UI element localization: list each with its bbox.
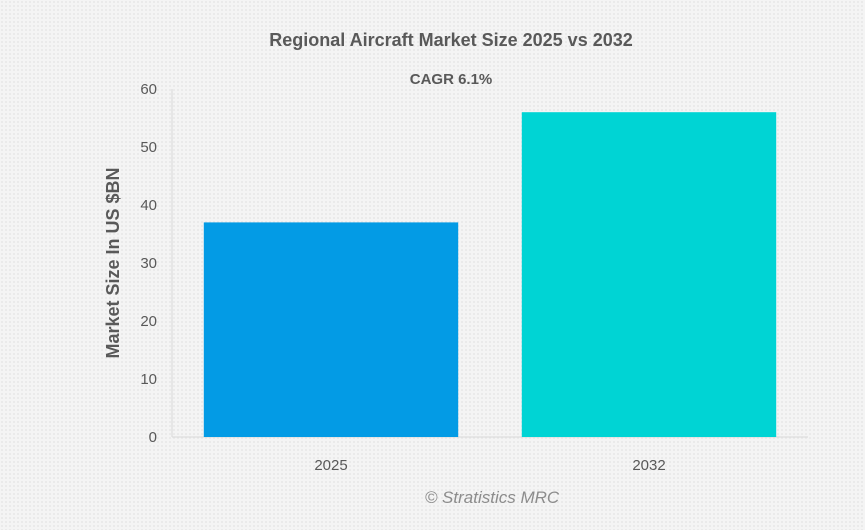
bars (203, 112, 777, 437)
y-tick-label: 20 (140, 313, 157, 330)
y-tick-label: 30 (140, 255, 157, 272)
y-tick-label: 60 (140, 81, 157, 98)
y-tick-label: 50 (140, 139, 157, 156)
chart-subtitle: CAGR 6.1% (410, 71, 493, 88)
watermark: © Stratistics MRC (425, 488, 560, 507)
y-axis-label: Market Size In US $BN (103, 167, 123, 358)
bar-2025 (203, 222, 459, 437)
bar-2032 (521, 112, 777, 437)
chart-title: Regional Aircraft Market Size 2025 vs 20… (269, 30, 633, 50)
y-tick-label: 10 (140, 371, 157, 388)
x-tick-label: 2032 (632, 457, 665, 474)
x-ticks: 2025 2032 (314, 457, 665, 474)
x-tick-label: 2025 (314, 457, 347, 474)
y-ticks: 0 10 20 30 40 50 60 (140, 81, 157, 446)
y-tick-label: 40 (140, 197, 157, 214)
y-tick-label: 0 (149, 429, 157, 446)
